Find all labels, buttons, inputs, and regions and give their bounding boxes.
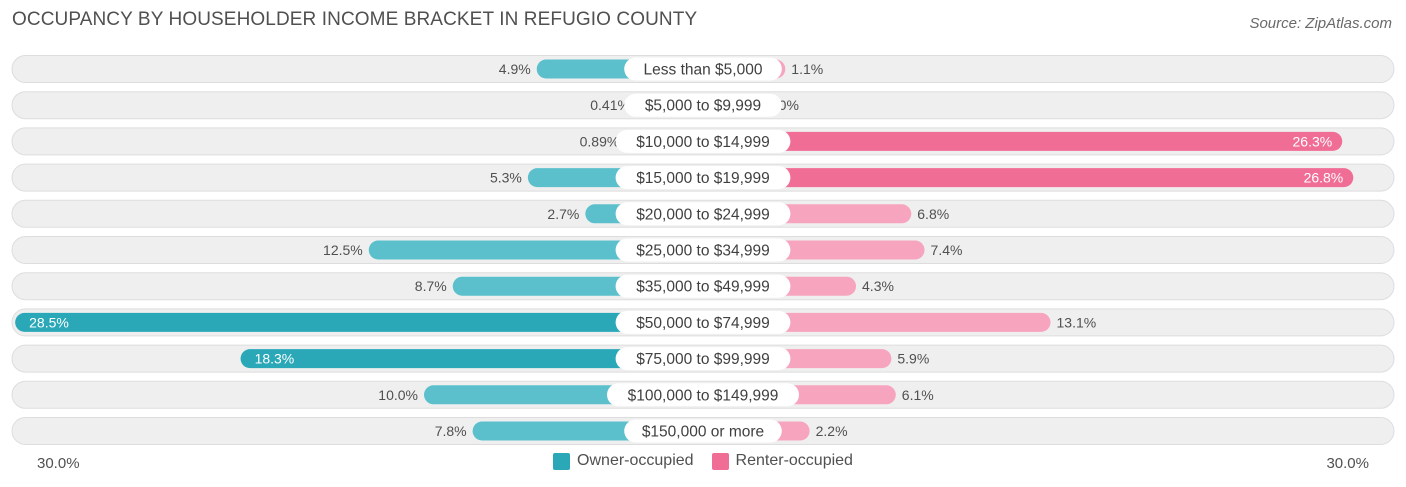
category-label: $25,000 to $34,999 — [636, 243, 770, 260]
renter-value-label: 13.1% — [1057, 314, 1097, 330]
renter-bar — [703, 168, 1354, 188]
axis-label-right: 30.0% — [1326, 455, 1369, 472]
category-pill — [615, 202, 791, 226]
owner-value-label: 28.5% — [29, 314, 69, 330]
renter-value-label: 5.9% — [897, 351, 929, 367]
legend-label-owner: Owner-occupied — [577, 452, 694, 469]
owner-bar — [15, 312, 703, 332]
legend-swatch-renter — [711, 452, 729, 470]
legend-item-owner: Owner-occupied — [553, 452, 694, 470]
category-label: Less than $5,000 — [644, 62, 763, 79]
category-label: $15,000 to $19,999 — [636, 170, 770, 187]
owner-value-label: 12.5% — [323, 242, 363, 258]
renter-value-label: 26.3% — [1293, 133, 1333, 149]
owner-value-label: 2.7% — [547, 206, 579, 222]
renter-value-label: 6.8% — [917, 206, 949, 222]
renter-value-label: 4.3% — [862, 278, 894, 294]
category-label: $5,000 to $9,999 — [645, 98, 761, 115]
owner-value-label: 18.3% — [255, 351, 295, 367]
category-pill — [615, 166, 791, 190]
category-label: $20,000 to $24,999 — [636, 206, 770, 223]
owner-value-label: 7.8% — [435, 423, 467, 439]
category-label: $75,000 to $99,999 — [636, 351, 770, 368]
category-label: $10,000 to $14,999 — [636, 134, 770, 151]
renter-value-label: 1.1% — [791, 61, 823, 77]
category-label: $35,000 to $49,999 — [636, 279, 770, 296]
axis-label-left: 30.0% — [37, 455, 80, 472]
category-pill — [615, 238, 791, 262]
legend-item-renter: Renter-occupied — [711, 452, 853, 470]
legend: Owner-occupied Renter-occupied — [0, 452, 1406, 470]
category-label: $100,000 to $149,999 — [628, 387, 779, 404]
category-pill — [624, 419, 782, 443]
category-pill — [615, 347, 791, 371]
renter-value-label: 26.8% — [1304, 170, 1344, 186]
chart-title: OCCUPANCY BY HOUSEHOLDER INCOME BRACKET … — [12, 9, 698, 30]
owner-value-label: 4.9% — [499, 61, 531, 77]
category-pill — [615, 129, 791, 153]
owner-bar — [240, 349, 703, 369]
renter-bar — [703, 131, 1343, 151]
category-label: $50,000 to $74,999 — [636, 315, 770, 332]
owner-value-label: 0.89% — [580, 133, 620, 149]
renter-value-label: 6.1% — [902, 387, 934, 403]
owner-value-label: 8.7% — [415, 278, 447, 294]
renter-value-label: 2.2% — [816, 423, 848, 439]
category-pill — [607, 383, 799, 407]
category-pill — [615, 310, 791, 334]
owner-value-label: 5.3% — [490, 170, 522, 186]
owner-value-label: 0.41% — [590, 97, 630, 113]
source-credit: Source: ZipAtlas.com — [1249, 15, 1392, 32]
owner-value-label: 10.0% — [378, 387, 418, 403]
renter-bar — [703, 312, 1051, 332]
category-pill — [615, 274, 791, 298]
legend-label-renter: Renter-occupied — [735, 452, 853, 469]
legend-swatch-owner — [553, 452, 571, 470]
category-pill — [624, 93, 782, 117]
category-label: $150,000 or more — [642, 424, 764, 441]
renter-value-label: 7.4% — [931, 242, 963, 258]
category-pill — [624, 57, 782, 81]
